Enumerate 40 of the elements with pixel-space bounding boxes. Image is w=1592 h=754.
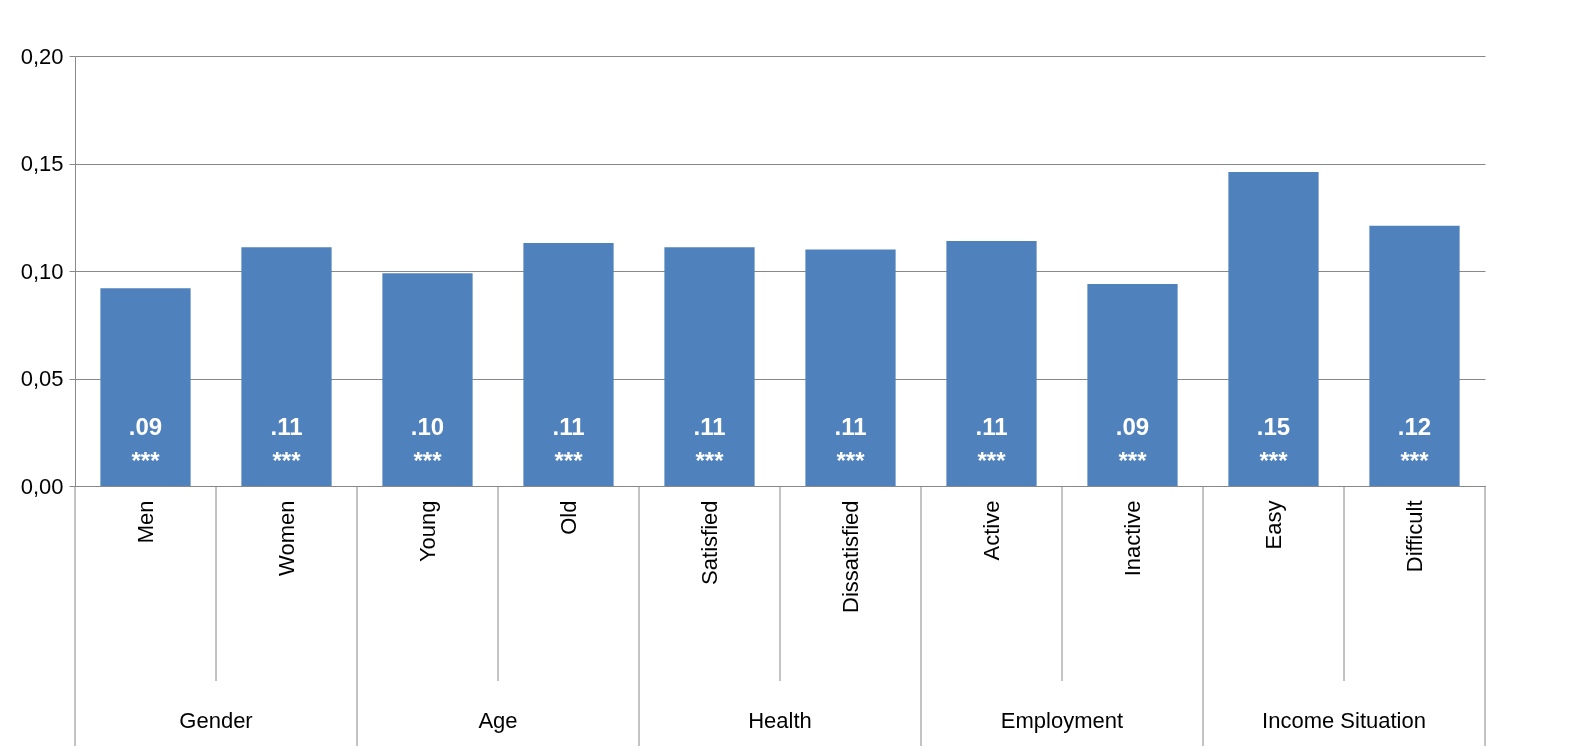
y-tick-label: 0,20 (20, 43, 64, 69)
x-tick-label: Satisfied (696, 500, 722, 585)
data-label: .11 *** (270, 413, 303, 474)
bar (1087, 283, 1178, 486)
x-tick-label: Old (555, 500, 581, 535)
bar (100, 288, 191, 486)
text: Income Situation (1262, 708, 1426, 733)
bar (382, 273, 473, 486)
bar (664, 247, 755, 486)
x-tick-label: Easy (1260, 500, 1286, 550)
y-tick-label: 0,10 (20, 258, 64, 284)
text: Health (748, 708, 812, 733)
y-tick-label: 0,00 (20, 473, 64, 499)
y-tick-label: 0,15 (20, 151, 64, 176)
data-label: .12 *** (1397, 413, 1432, 474)
x-tick-label: Inactive (1119, 500, 1145, 577)
bar (805, 249, 896, 486)
data-label: .09 *** (128, 413, 163, 474)
text: Employment (1000, 708, 1124, 733)
x-tick-label: Young (414, 500, 440, 563)
data-label: .11 *** (834, 413, 867, 474)
data-label: .11 *** (975, 413, 1008, 474)
data-label: .11 *** (552, 413, 585, 474)
bar (946, 240, 1037, 486)
x-tick-label: Active (978, 500, 1004, 561)
data-label: .15 *** (1256, 413, 1291, 474)
y-tick-label: 0,05 (20, 366, 64, 391)
x-tick-label: Dissatisfied (837, 500, 863, 613)
bar (241, 247, 332, 486)
x-tick-label: Women (273, 500, 299, 576)
bar (1228, 172, 1319, 486)
data-label: .11 *** (693, 413, 726, 474)
bar (1369, 225, 1460, 486)
text: Age (478, 708, 518, 733)
data-label: .10 *** (410, 413, 445, 474)
x-tick-label: Men (132, 500, 158, 544)
x-tick-label: Difficult (1401, 500, 1427, 573)
data-label: .09 *** (1115, 413, 1150, 474)
bar (523, 243, 614, 486)
text: Gender (179, 708, 253, 733)
